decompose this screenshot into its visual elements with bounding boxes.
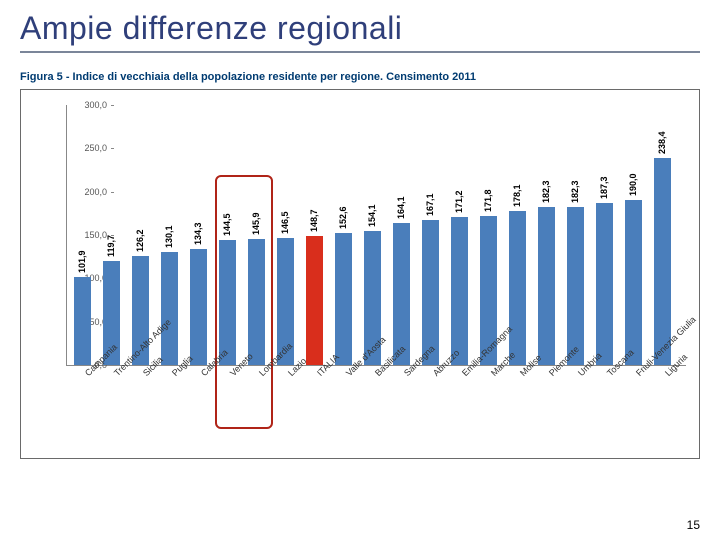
page-number: 15 <box>687 518 700 532</box>
x-category-label: Molise <box>518 371 525 378</box>
figure-caption: Figura 5 - Indice di vecchiaia della pop… <box>20 71 700 83</box>
x-category-label: Marche <box>489 371 496 378</box>
bar <box>538 207 555 365</box>
bar <box>190 249 207 365</box>
x-category-label: ITALIA <box>315 371 322 378</box>
x-category-label: Abruzzo <box>431 371 438 378</box>
bar-value-label: 152,6 <box>338 206 348 229</box>
bar-value-label: 164,1 <box>396 196 406 219</box>
bar-value-label: 178,1 <box>512 184 522 207</box>
bar-value-label: 119,7 <box>106 235 116 257</box>
bar-value-label: 187,3 <box>599 176 609 199</box>
x-category-label: Umbria <box>576 371 583 378</box>
bar-value-label: 190,0 <box>628 174 638 197</box>
bar-value-label: 101,9 <box>77 250 87 273</box>
bar-value-label: 145,9 <box>251 212 261 235</box>
bar <box>306 236 323 365</box>
bar-value-label: 167,1 <box>425 194 435 217</box>
bar-value-label: 171,2 <box>454 190 464 213</box>
bar-value-label: 148,7 <box>309 210 319 233</box>
x-category-label: Valle d'Aosta <box>344 371 351 378</box>
bar-value-label: 146,5 <box>280 212 290 235</box>
chart-frame: 0,050,0100,0150,0200,0250,0300,0 101,911… <box>20 89 700 459</box>
x-category-label: Lombardia <box>257 371 264 378</box>
slide: Ampie differenze regionali Figura 5 - In… <box>0 0 720 540</box>
bar <box>451 217 468 365</box>
bar-value-label: 182,3 <box>541 180 551 203</box>
bar-value-label: 182,3 <box>570 180 580 203</box>
x-category-label: Sardegna <box>402 371 409 378</box>
x-category-label: Puglia <box>170 371 177 378</box>
x-category-label: Trentino-Alto Adige <box>112 371 119 378</box>
bar <box>625 200 642 365</box>
x-category-label: Toscana <box>605 371 612 378</box>
bar <box>219 240 236 365</box>
x-category-label: Piemonte <box>547 371 554 378</box>
bar <box>596 203 613 365</box>
bar-value-label: 126,2 <box>135 229 145 252</box>
bar <box>248 239 265 365</box>
bar-value-label: 238,4 <box>657 132 667 155</box>
x-category-label: Friuli-Venezia Giulia <box>634 371 641 378</box>
bar <box>567 207 584 365</box>
bar-value-label: 154,1 <box>367 205 377 228</box>
x-category-label: Lazio <box>286 371 293 378</box>
bar <box>393 223 410 365</box>
bar <box>161 252 178 365</box>
bar <box>74 277 91 365</box>
bar <box>335 233 352 365</box>
bar-value-label: 144,5 <box>222 213 232 236</box>
x-category-label: Basilicata <box>373 371 380 378</box>
slide-title: Ampie differenze regionali <box>20 10 700 53</box>
x-category-label: Veneto <box>228 371 235 378</box>
y-tick-mark <box>111 365 114 366</box>
x-category-label: Liguria <box>663 371 670 378</box>
bar-value-label: 171,8 <box>483 190 493 213</box>
x-category-label: Sicilia <box>141 371 148 378</box>
bar <box>654 158 671 365</box>
x-category-label: Calabria <box>199 371 206 378</box>
bar-value-label: 130,1 <box>164 226 174 249</box>
x-category-label: Emilia-Romagna <box>460 371 467 378</box>
bar <box>422 220 439 365</box>
x-category-label: Campania <box>83 371 90 378</box>
bar <box>509 211 526 365</box>
bar-value-label: 134,3 <box>193 222 203 245</box>
